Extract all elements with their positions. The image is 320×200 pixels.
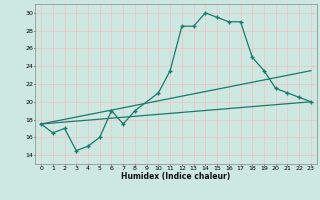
X-axis label: Humidex (Indice chaleur): Humidex (Indice chaleur) <box>121 172 231 181</box>
